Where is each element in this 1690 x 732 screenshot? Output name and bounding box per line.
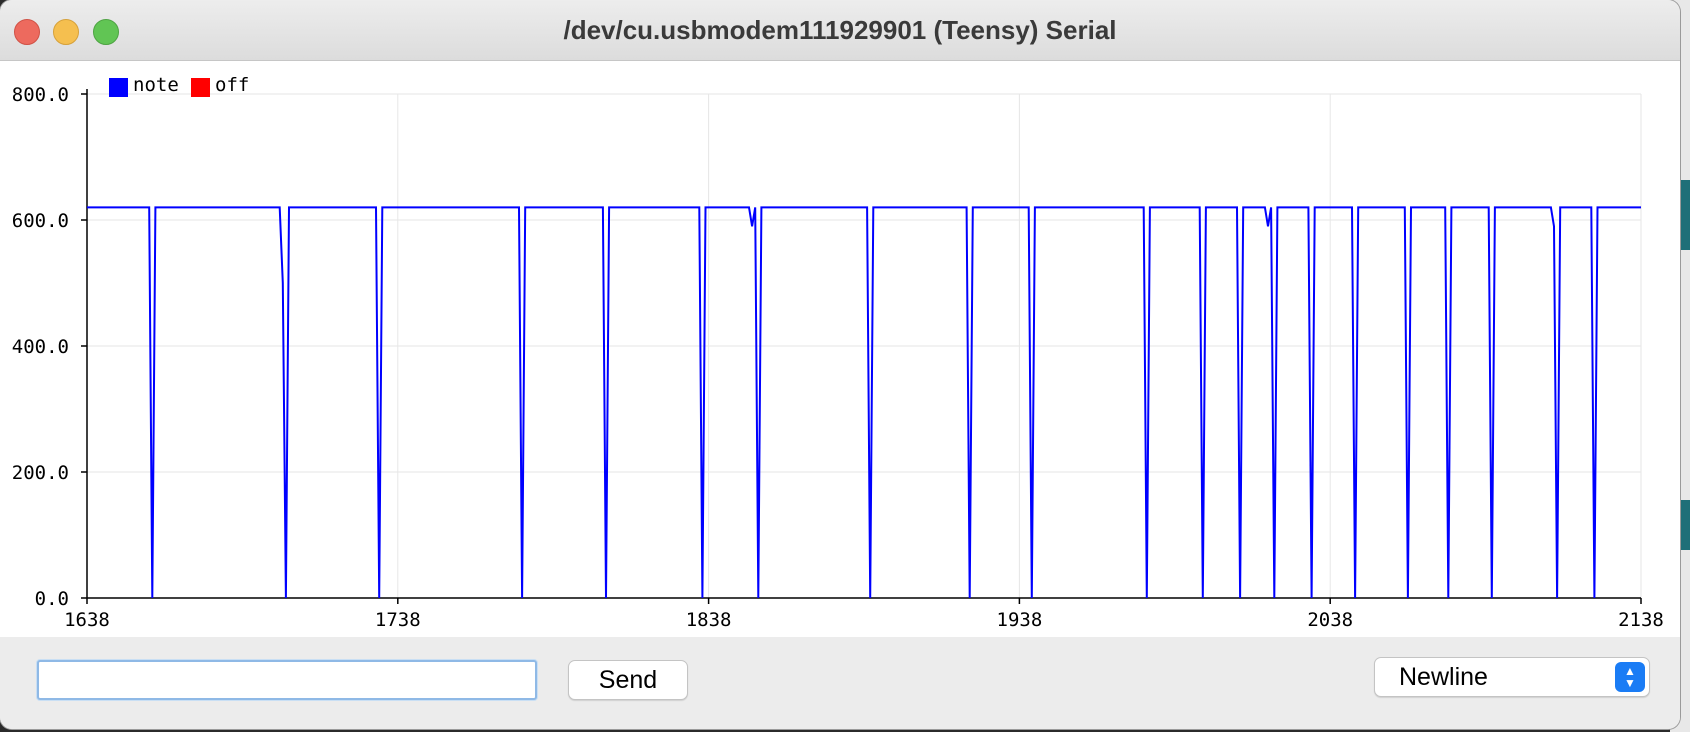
- plot-area: 800.0 600.0 400.0 200.0 0.0 1638 1738 1838 1938 2…: [0, 61, 1680, 637]
- x-tick-label: 1938: [997, 609, 1043, 631]
- x-tick-label: 1838: [686, 609, 732, 631]
- series-lines: [87, 206, 1641, 599]
- x-tick-label: 2138: [1618, 609, 1664, 631]
- close-window-button[interactable]: [14, 19, 40, 45]
- x-tick-label: 2038: [1307, 609, 1353, 631]
- legend-label-note: note: [133, 74, 179, 96]
- line-ending-selected-value: Newline: [1399, 663, 1488, 691]
- minimize-window-button[interactable]: [53, 19, 79, 45]
- series-line-note: [87, 206, 1641, 599]
- x-tick-label: 1738: [375, 609, 421, 631]
- send-button[interactable]: Send: [568, 660, 688, 700]
- zoom-window-button[interactable]: [93, 19, 119, 45]
- y-tick-label: 400.0: [12, 336, 69, 358]
- legend: note off: [109, 74, 249, 97]
- y-tick-label: 600.0: [12, 210, 69, 232]
- y-tick-label: 800.0: [12, 84, 69, 106]
- title-bar[interactable]: /dev/cu.usbmodem111929901 (Teensy) Seria…: [0, 0, 1680, 61]
- x-tick-label: 1638: [64, 609, 110, 631]
- y-tick-label: 200.0: [12, 462, 69, 484]
- legend-swatch-off: [191, 78, 210, 97]
- serial-send-input[interactable]: [37, 660, 537, 700]
- legend-swatch-note: [109, 78, 128, 97]
- line-ending-select[interactable]: Newline ▲ ▼: [1374, 657, 1650, 697]
- window-title: /dev/cu.usbmodem111929901 (Teensy) Seria…: [563, 15, 1117, 45]
- y-tick-label: 0.0: [35, 588, 69, 610]
- select-updown-icon: ▲ ▼: [1615, 662, 1645, 692]
- legend-label-off: off: [215, 74, 249, 96]
